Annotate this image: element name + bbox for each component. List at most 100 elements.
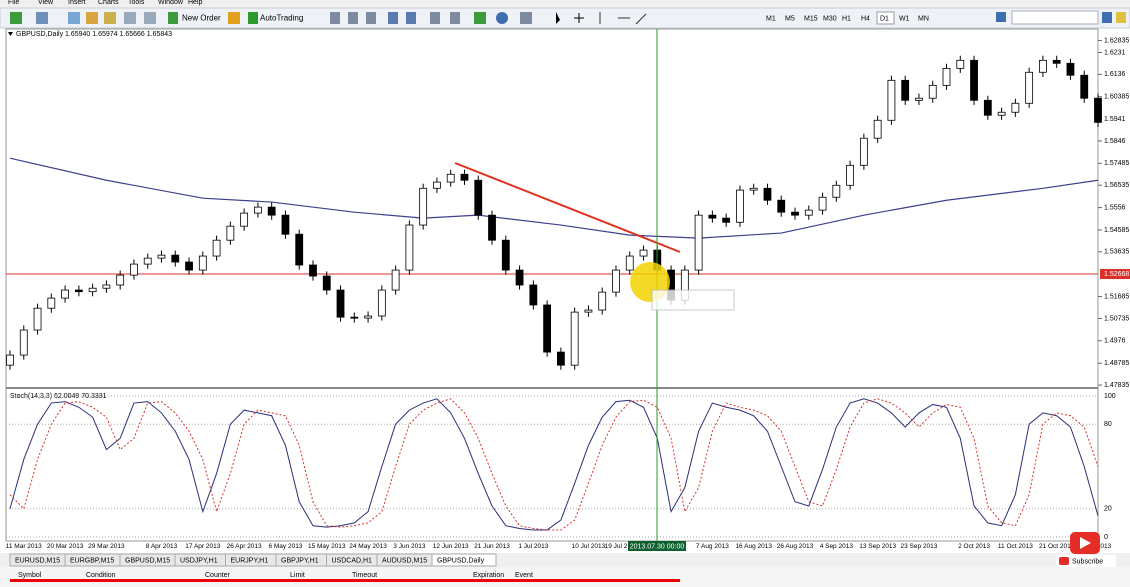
chart-tab-label[interactable]: AUDUSD,M15 [382, 557, 427, 564]
candle-body [47, 297, 56, 309]
candle-icon[interactable] [348, 12, 358, 24]
chart-tab-label[interactable]: USDJPY,H1 [180, 557, 218, 564]
community-button[interactable] [1116, 12, 1126, 23]
alerts-column-header: Symbol [18, 572, 42, 579]
title-arrow [8, 32, 13, 36]
candle-body [226, 225, 235, 241]
options-icon[interactable] [144, 12, 156, 24]
menu-item[interactable]: Charts [98, 0, 119, 6]
candle-body [928, 84, 937, 99]
candle-body [612, 269, 620, 293]
candle-body [309, 264, 317, 277]
subscribe-button[interactable] [1056, 555, 1116, 567]
y-tick-label: 1.56535 [1104, 182, 1129, 189]
timeframe-button[interactable]: W1 [899, 15, 910, 22]
line-icon[interactable] [366, 12, 376, 24]
menu-item[interactable]: Tools [128, 0, 145, 6]
chart-tab-label[interactable]: GBPUSD,Daily [437, 557, 485, 564]
search-button[interactable] [1102, 12, 1112, 23]
candle-body [281, 214, 290, 235]
candle-body [419, 187, 428, 226]
indicators-icon[interactable] [474, 12, 486, 24]
timeframe-button[interactable]: H1 [842, 15, 851, 22]
candle-body [157, 254, 166, 259]
periods-icon[interactable] [496, 12, 508, 24]
timeframe-button[interactable]: D1 [880, 15, 889, 22]
x-tick-label: 8 Apr 2013 [146, 543, 178, 550]
timeframe-button[interactable]: MN [918, 15, 929, 22]
x-tick-label: 10 Jul 2013 [572, 543, 606, 550]
templates-icon[interactable] [520, 12, 532, 24]
crosshair-icon[interactable] [574, 13, 584, 23]
tester-icon[interactable] [124, 12, 136, 24]
x-tick-label: 11 Mar 2013 [6, 543, 42, 550]
last-price-label: 1.52668 [1104, 271, 1129, 278]
moving-average [9, 157, 1099, 239]
autotrading-icon[interactable] [228, 12, 240, 24]
profiles-icon[interactable] [36, 12, 48, 24]
candle-body [6, 354, 14, 366]
y-tick-label: 20 [1104, 506, 1112, 513]
toolbar-icons: New Order AutoTrading [10, 10, 1126, 25]
candle-body [501, 239, 510, 271]
y-tick-label: 1.53635 [1104, 249, 1129, 256]
zoom-out-icon[interactable] [406, 12, 416, 24]
drawing-tools[interactable] [599, 12, 647, 25]
candle-body [970, 59, 978, 101]
x-tick-label: 26 Apr 2013 [227, 543, 262, 550]
timeframe-button[interactable]: M15 [804, 15, 818, 22]
new-order-label[interactable]: New Order [182, 14, 221, 23]
chart-tab-label[interactable]: GBPUSD,M15 [125, 557, 170, 564]
timeframe-active[interactable] [876, 11, 895, 25]
candle-body [391, 269, 400, 291]
navigator-icon[interactable] [86, 12, 98, 24]
timeframe-button[interactable]: M1 [766, 15, 776, 22]
autoscroll-icon[interactable] [450, 12, 460, 24]
new-order-icon[interactable] [168, 12, 178, 24]
x-tick-label: 20 Mar 2013 [47, 543, 84, 550]
terminal-icon[interactable] [104, 12, 116, 24]
candle-body [901, 79, 910, 101]
cursor-icon[interactable] [556, 12, 560, 24]
stochastic-line [9, 398, 1099, 531]
menu-item[interactable]: Help [188, 0, 203, 6]
subscribe-label[interactable]: Subscribe [1072, 558, 1103, 565]
search-icon[interactable] [996, 12, 1006, 22]
menu-item[interactable]: Insert [68, 0, 86, 6]
search-box[interactable] [1011, 10, 1099, 25]
candle-body [116, 274, 125, 286]
timeframe-button[interactable]: M5 [785, 15, 795, 22]
candle-body [1025, 71, 1034, 104]
chart-tab-label[interactable]: USDCAD,H1 [332, 557, 373, 564]
autotrading-label[interactable]: AutoTrading [260, 14, 303, 23]
timeframe-button[interactable]: H4 [861, 15, 870, 22]
chart-tab-label[interactable]: GBPJPY,H1 [281, 557, 319, 564]
chart-tab-label[interactable]: EURGBP,M15 [70, 557, 114, 564]
chart-tab-label[interactable]: EURUSD,M15 [15, 557, 60, 564]
chart-tab[interactable] [431, 553, 497, 567]
timeframe-button[interactable]: M30 [823, 15, 837, 22]
chart-tab-label[interactable]: EURJPY,H1 [231, 557, 269, 564]
bar-chart-icon[interactable] [330, 12, 340, 24]
new-chart-icon[interactable] [10, 12, 22, 24]
candle-body [295, 233, 304, 266]
candle-body [639, 249, 648, 257]
candle-body [88, 287, 97, 293]
menu-item[interactable]: File [8, 0, 19, 6]
zoom-in-icon[interactable] [388, 12, 398, 24]
shift-icon[interactable] [430, 12, 440, 24]
x-tick-label: 2 Oct 2013 [958, 543, 990, 550]
alerts-panel [0, 567, 1130, 587]
y-tick-label: 1.48785 [1104, 360, 1129, 367]
candle-body [33, 307, 42, 331]
x-tick-label: 29 Mar 2013 [88, 543, 125, 550]
menu-item[interactable]: View [38, 0, 54, 6]
last-price-box [1100, 269, 1130, 280]
y-tick-label: 1.6136 [1104, 71, 1126, 78]
candle-body [859, 137, 868, 166]
menu-item[interactable]: Window [158, 0, 184, 6]
market-watch-icon[interactable] [68, 12, 80, 24]
candle-body [212, 239, 221, 257]
autotrading-state[interactable] [248, 12, 258, 24]
